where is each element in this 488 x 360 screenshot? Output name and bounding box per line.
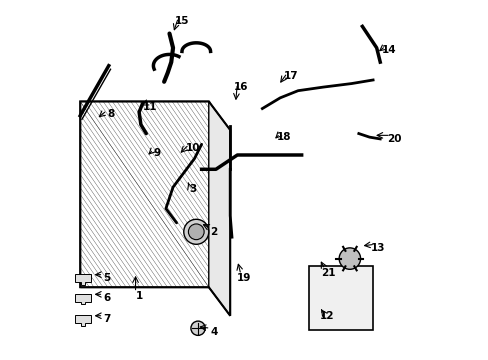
Text: 4: 4	[210, 327, 217, 337]
Text: 8: 8	[107, 109, 114, 119]
Text: 16: 16	[233, 82, 248, 92]
Circle shape	[339, 248, 360, 269]
Text: 11: 11	[142, 102, 157, 112]
Text: 15: 15	[174, 16, 189, 26]
Text: 18: 18	[276, 132, 290, 142]
Circle shape	[188, 224, 203, 240]
Polygon shape	[80, 102, 208, 287]
Circle shape	[183, 219, 208, 244]
Text: 3: 3	[189, 184, 196, 194]
Polygon shape	[308, 266, 372, 330]
Polygon shape	[75, 274, 91, 285]
Text: 21: 21	[321, 268, 335, 278]
Text: 14: 14	[381, 45, 396, 55]
Text: 7: 7	[103, 314, 110, 324]
Text: 19: 19	[237, 273, 251, 283]
Text: 12: 12	[319, 311, 333, 321]
Text: 9: 9	[153, 148, 160, 158]
Text: 1: 1	[135, 291, 142, 301]
Text: 20: 20	[386, 134, 401, 144]
Text: 13: 13	[370, 243, 385, 253]
Text: 17: 17	[283, 71, 298, 81]
Text: 10: 10	[185, 143, 200, 153]
Circle shape	[190, 321, 205, 336]
Text: 5: 5	[103, 273, 110, 283]
Polygon shape	[75, 294, 91, 304]
Text: 2: 2	[210, 227, 217, 237]
Polygon shape	[208, 102, 230, 316]
Text: 6: 6	[103, 293, 110, 303]
Polygon shape	[75, 315, 91, 326]
